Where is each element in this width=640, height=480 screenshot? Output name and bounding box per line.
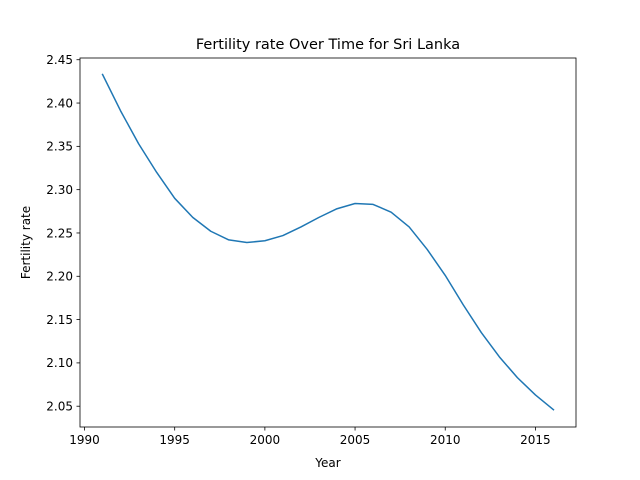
- x-axis-label: Year: [314, 456, 340, 470]
- x-axis: 1990 1995 2000 2005 2010 2015: [69, 427, 551, 447]
- chart-title: Fertility rate Over Time for Sri Lanka: [196, 37, 460, 53]
- x-tick-label: 2000: [250, 433, 281, 447]
- y-tick-label: 2.45: [46, 53, 73, 67]
- plot-area: [79, 57, 577, 428]
- y-axis-label: Fertility rate: [19, 206, 33, 279]
- x-tick-label: 2005: [340, 433, 371, 447]
- x-tick-label: 2015: [520, 433, 551, 447]
- series-line-0: [101, 73, 555, 411]
- y-axis: 2.05 2.10 2.15 2.20 2.25 2.30 2.35 2.40 2.45: [46, 53, 80, 414]
- y-tick-label: 2.25: [46, 226, 73, 240]
- y-tick-label: 2.10: [46, 356, 73, 370]
- x-tick-label: 1990: [69, 433, 100, 447]
- y-tick-label: 2.40: [46, 96, 73, 110]
- x-tick-label: 1995: [159, 433, 190, 447]
- y-tick-label: 2.30: [46, 183, 73, 197]
- y-tick-label: 2.20: [46, 270, 73, 284]
- y-tick-label: 2.35: [46, 140, 73, 154]
- x-tick-label: 2010: [430, 433, 461, 447]
- plot-frame: [79, 57, 577, 428]
- y-tick-label: 2.05: [46, 400, 73, 414]
- y-tick-label: 2.15: [46, 313, 73, 327]
